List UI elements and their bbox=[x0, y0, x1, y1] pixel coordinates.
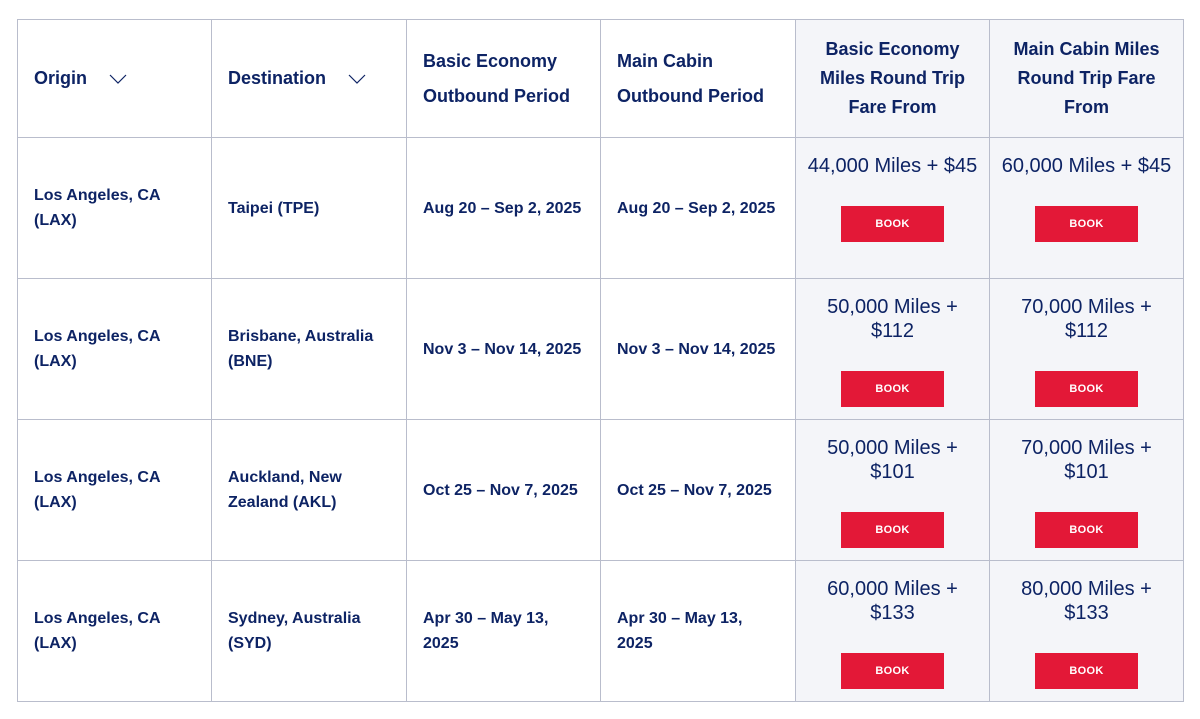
book-basic-button[interactable]: BOOK bbox=[841, 512, 944, 548]
main-outbound-cell: Oct 25 – Nov 7, 2025 bbox=[600, 419, 796, 561]
basic-fare-amount: 50,000 Miles + $112 bbox=[827, 296, 958, 342]
table-header-row: Origin Destination Basic Economy Outboun… bbox=[17, 19, 1184, 138]
basic-outbound-header: Basic Economy Outbound Period bbox=[406, 19, 601, 138]
origin-cell: Los Angeles, CA (LAX) bbox=[17, 560, 212, 702]
basic-fare-amount: 50,000 Miles + $101 bbox=[827, 437, 958, 483]
basic-fare-amount: 44,000 Miles + $45 bbox=[807, 155, 978, 177]
basic-fare-header: Basic Economy Miles Round Trip Fare From bbox=[795, 19, 990, 138]
origin-cell: Los Angeles, CA (LAX) bbox=[17, 419, 212, 561]
book-main-button[interactable]: BOOK bbox=[1035, 206, 1138, 242]
origin-cell: Los Angeles, CA (LAX) bbox=[17, 278, 212, 420]
basic-outbound-cell: Aug 20 – Sep 2, 2025 bbox=[406, 137, 601, 279]
table-row: Los Angeles, CA (LAX) Sydney, Australia … bbox=[17, 560, 1184, 702]
main-outbound-cell: Nov 3 – Nov 14, 2025 bbox=[600, 278, 796, 420]
table-row: Los Angeles, CA (LAX) Auckland, New Zeal… bbox=[17, 419, 1184, 561]
book-main-button[interactable]: BOOK bbox=[1035, 512, 1138, 548]
destination-header-label: Destination bbox=[228, 68, 327, 88]
main-fare-cell: 70,000 Miles + $101 BOOK bbox=[989, 419, 1184, 561]
basic-outbound-cell: Oct 25 – Nov 7, 2025 bbox=[406, 419, 601, 561]
destination-cell: Taipei (TPE) bbox=[211, 137, 407, 279]
destination-header[interactable]: Destination bbox=[211, 19, 407, 138]
main-fare-amount: 80,000 Miles + $133 bbox=[1021, 578, 1152, 624]
main-fare-amount: 70,000 Miles + $112 bbox=[1021, 296, 1152, 342]
fare-table: Origin Destination Basic Economy Outboun… bbox=[17, 19, 1184, 702]
table-row: Los Angeles, CA (LAX) Taipei (TPE) Aug 2… bbox=[17, 137, 1184, 279]
main-fare-amount: 60,000 Miles + $45 bbox=[1001, 155, 1172, 177]
destination-cell: Auckland, New Zealand (AKL) bbox=[211, 419, 407, 561]
destination-cell: Brisbane, Australia (BNE) bbox=[211, 278, 407, 420]
basic-fare-cell: 60,000 Miles + $133 BOOK bbox=[795, 560, 990, 702]
main-fare-cell: 80,000 Miles + $133 BOOK bbox=[989, 560, 1184, 702]
book-main-button[interactable]: BOOK bbox=[1035, 653, 1138, 689]
main-fare-amount: 70,000 Miles + $101 bbox=[1021, 437, 1152, 483]
basic-fare-amount: 60,000 Miles + $133 bbox=[827, 578, 958, 624]
book-main-button[interactable]: BOOK bbox=[1035, 371, 1138, 407]
basic-outbound-cell: Nov 3 – Nov 14, 2025 bbox=[406, 278, 601, 420]
main-outbound-cell: Aug 20 – Sep 2, 2025 bbox=[600, 137, 796, 279]
basic-outbound-cell: Apr 30 – May 13, 2025 bbox=[406, 560, 601, 702]
book-basic-button[interactable]: BOOK bbox=[841, 371, 944, 407]
destination-cell: Sydney, Australia (SYD) bbox=[211, 560, 407, 702]
main-fare-cell: 60,000 Miles + $45 BOOK bbox=[989, 137, 1184, 279]
origin-cell: Los Angeles, CA (LAX) bbox=[17, 137, 212, 279]
origin-header[interactable]: Origin bbox=[17, 19, 212, 138]
basic-fare-cell: 50,000 Miles + $101 BOOK bbox=[795, 419, 990, 561]
main-outbound-cell: Apr 30 – May 13, 2025 bbox=[600, 560, 796, 702]
chevron-down-icon[interactable] bbox=[109, 73, 127, 85]
table-row: Los Angeles, CA (LAX) Brisbane, Australi… bbox=[17, 278, 1184, 420]
basic-fare-cell: 44,000 Miles + $45 BOOK bbox=[795, 137, 990, 279]
book-basic-button[interactable]: BOOK bbox=[841, 206, 944, 242]
origin-header-label: Origin bbox=[34, 68, 87, 88]
main-fare-header: Main Cabin Miles Round Trip Fare From bbox=[989, 19, 1184, 138]
chevron-down-icon[interactable] bbox=[348, 73, 366, 85]
main-fare-cell: 70,000 Miles + $112 BOOK bbox=[989, 278, 1184, 420]
book-basic-button[interactable]: BOOK bbox=[841, 653, 944, 689]
basic-fare-cell: 50,000 Miles + $112 BOOK bbox=[795, 278, 990, 420]
main-outbound-header: Main Cabin Outbound Period bbox=[600, 19, 796, 138]
